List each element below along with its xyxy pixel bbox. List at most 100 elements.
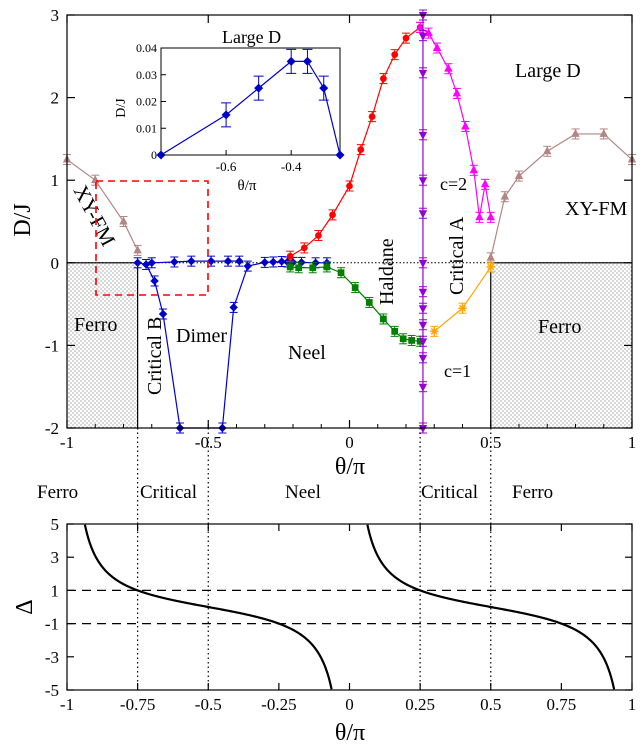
series-1 xyxy=(486,128,637,264)
data-point xyxy=(357,146,365,153)
data-point xyxy=(319,83,329,93)
inset-title: Large D xyxy=(222,27,281,47)
x-tick-label: 1 xyxy=(628,695,637,714)
data-point xyxy=(133,258,142,267)
x-tick-label: 0 xyxy=(345,695,354,714)
data-point xyxy=(150,276,159,286)
data-point xyxy=(424,28,433,37)
label-critical-b: Critical B xyxy=(144,317,166,395)
series-7 xyxy=(430,261,495,337)
x-tick-label: -0.25 xyxy=(261,695,296,714)
data-point xyxy=(119,216,128,225)
x-tick-label: 1 xyxy=(628,433,637,452)
bottom-panel: -1 -0.75 -0.5 -0.25 0 0.25 0.5 0.75 1 -5 -3 -1 1 3 5 Δ… xyxy=(12,428,636,746)
y-tick-label: 5 xyxy=(51,515,60,534)
data-point xyxy=(243,261,252,271)
mid-label-critical-left: Critical xyxy=(140,482,197,503)
data-point xyxy=(418,321,428,330)
y-tick-label: -1 xyxy=(45,336,59,355)
data-point xyxy=(571,128,580,137)
data-point xyxy=(302,56,312,66)
data-point xyxy=(187,256,196,266)
data-point xyxy=(309,264,317,272)
data-point xyxy=(260,258,269,267)
inset-x-tick-label: -0.4 xyxy=(281,159,302,174)
label-c1: c=1 xyxy=(444,361,471,381)
data-point xyxy=(418,259,428,268)
series-5 xyxy=(286,261,425,347)
data-point xyxy=(315,232,322,239)
series-line xyxy=(419,26,492,218)
inset-y-tick-label: 0.01 xyxy=(136,121,157,135)
y-tick-label: 1 xyxy=(51,581,60,600)
ferro-right-region xyxy=(491,263,632,428)
label-xy-fm-left: XY-FM xyxy=(69,181,121,250)
inset-ticks: -0.6 -0.4 0 0.01 0.02 0.03 0.04 xyxy=(136,41,302,174)
data-point xyxy=(337,269,345,277)
inset-x-tick-label: -0.6 xyxy=(216,159,237,174)
data-point xyxy=(133,245,142,254)
bottom-curves xyxy=(83,524,616,690)
data-point xyxy=(147,258,156,267)
data-point xyxy=(269,257,278,267)
zoom-box xyxy=(95,180,209,296)
data-point xyxy=(486,212,495,221)
y-tick-label: 3 xyxy=(51,548,60,567)
data-point xyxy=(432,43,442,51)
data-point xyxy=(391,327,399,335)
series-8 xyxy=(418,9,428,434)
bottom-ticks: -1 -0.75 -0.5 -0.25 0 0.25 0.5 0.75 1 -5 -3 -1 1 3 5 xyxy=(45,515,636,714)
data-point xyxy=(416,337,424,345)
mid-label-ferro-right: Ferro xyxy=(512,482,553,503)
data-point xyxy=(170,257,179,267)
bottom-y-axis-label: Δ xyxy=(12,599,38,614)
data-point xyxy=(229,303,238,312)
data-point xyxy=(500,191,510,200)
data-point xyxy=(452,88,462,97)
inset-x-axis-label: θ/π xyxy=(238,178,257,194)
bottom-x-axis-label: θ/π xyxy=(335,720,365,746)
inset-y-tick-label: 0.04 xyxy=(136,41,157,55)
data-point xyxy=(418,12,428,21)
data-point xyxy=(461,121,470,130)
data-point xyxy=(277,257,286,266)
data-point xyxy=(380,315,387,323)
label-neel: Neel xyxy=(288,342,326,364)
label-c2: c=2 xyxy=(440,174,467,194)
data-point xyxy=(444,63,453,72)
label-large-d: Large D xyxy=(515,60,581,82)
inset-y-tick-label: 0.02 xyxy=(136,95,157,109)
y-tick-label: -1 xyxy=(45,615,59,634)
mid-label-ferro-left: Ferro xyxy=(37,482,78,503)
data-point xyxy=(408,337,416,344)
label-dimer: Dimer xyxy=(176,325,227,347)
data-point xyxy=(235,256,244,266)
data-point xyxy=(418,131,428,140)
y-tick-label: 1 xyxy=(51,171,60,190)
data-point xyxy=(399,335,407,343)
series-line xyxy=(66,159,139,251)
data-point xyxy=(221,110,231,120)
x-tick-label: 0 xyxy=(345,433,354,452)
data-point xyxy=(158,309,168,319)
x-tick-label: -0.75 xyxy=(120,695,155,714)
data-point xyxy=(91,175,100,184)
data-point xyxy=(206,256,216,266)
top-guide-lines xyxy=(67,262,632,428)
delta-curve-right xyxy=(366,524,616,690)
data-point xyxy=(418,69,428,78)
bottom-plot-frame xyxy=(66,523,633,691)
data-point xyxy=(346,182,353,190)
inset-y-axis-label: D/J xyxy=(114,98,129,118)
y-tick-label: -2 xyxy=(45,419,59,438)
data-point xyxy=(286,263,294,271)
data-point xyxy=(300,244,308,252)
y-tick-label: 3 xyxy=(51,6,60,25)
data-point xyxy=(599,128,608,137)
inset: -0.6 -0.4 0 0.01 0.02 0.03 0.04 Large D D/J θ/… xyxy=(114,27,345,194)
data-point xyxy=(480,179,490,188)
inset-series xyxy=(156,48,345,160)
x-tick-label: -1 xyxy=(60,695,74,714)
data-point xyxy=(286,252,294,260)
